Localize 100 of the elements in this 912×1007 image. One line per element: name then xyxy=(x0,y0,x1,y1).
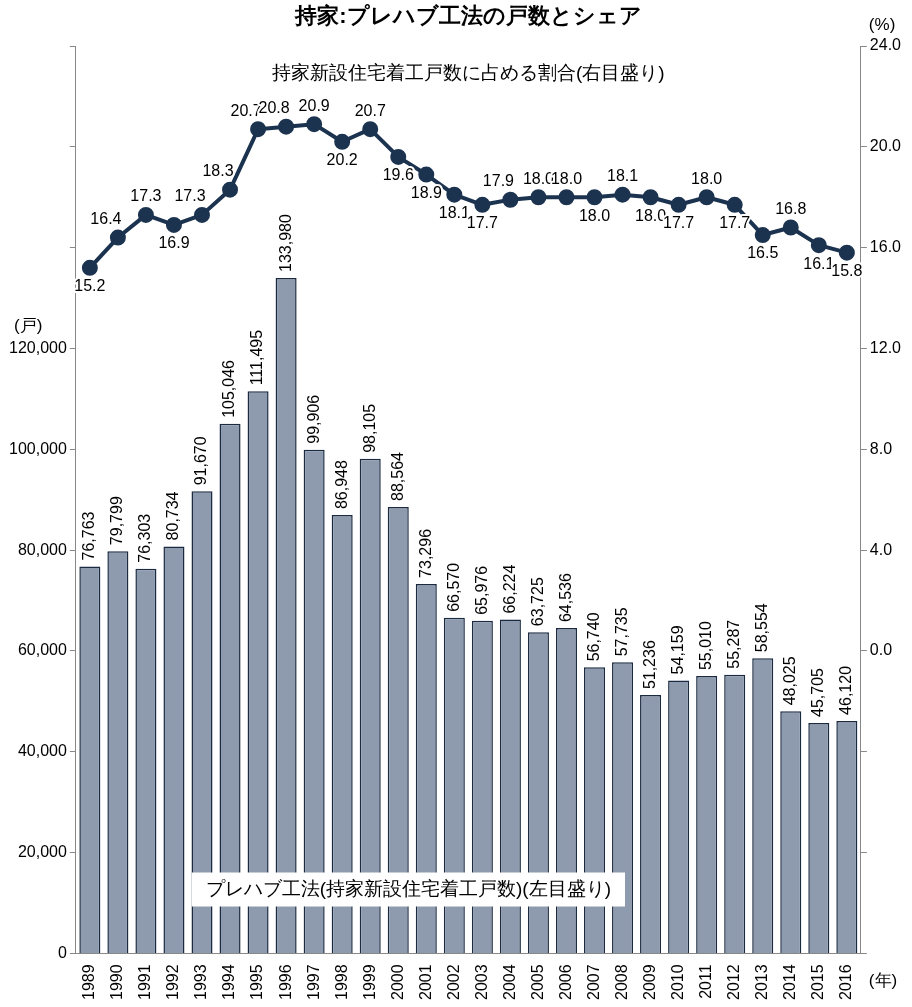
data-label: 19.6 xyxy=(382,166,414,184)
data-label: 55,010 xyxy=(697,621,715,671)
y2-tick-label: 0.0 xyxy=(869,641,893,659)
x-tick-label: 1994 xyxy=(220,964,238,1000)
data-label: 51,236 xyxy=(640,640,658,690)
x-tick-label: 2013 xyxy=(753,964,771,1000)
point xyxy=(222,181,239,198)
point xyxy=(81,259,98,276)
annotation: 持家新設住宅着工戸数に占める割合(右目盛り) xyxy=(272,62,665,84)
point xyxy=(558,189,575,206)
point xyxy=(278,118,295,135)
x-tick-label: 1992 xyxy=(164,964,182,1000)
x-tick-label: 2000 xyxy=(388,964,406,1000)
x-tick-label: 2010 xyxy=(669,964,687,1000)
y-tick-label: 60,000 xyxy=(17,641,67,659)
data-label: 73,296 xyxy=(416,528,434,578)
y-tick-label: 120,000 xyxy=(8,338,67,356)
y-axis-title: (戸) xyxy=(14,315,43,335)
data-label: 105,046 xyxy=(220,359,238,418)
data-label: 98,105 xyxy=(360,403,378,453)
data-label: 46,120 xyxy=(837,665,855,715)
x-tick-label: 2009 xyxy=(640,964,658,1000)
data-label: 18.9 xyxy=(410,183,442,201)
x-tick-label: 2006 xyxy=(556,964,574,1000)
data-label: 16.8 xyxy=(775,199,807,217)
data-label: 76,303 xyxy=(136,513,154,563)
x-tick-label: 2001 xyxy=(416,964,434,1000)
data-label: 20.9 xyxy=(298,96,330,114)
point xyxy=(306,116,323,133)
point xyxy=(782,219,799,236)
y2-tick-label: 16.0 xyxy=(869,238,902,256)
point xyxy=(137,206,154,223)
data-label: 18.1 xyxy=(606,167,639,185)
x-tick-label: 1989 xyxy=(80,964,98,1000)
y-tick-label: 40,000 xyxy=(17,742,67,760)
point xyxy=(838,244,855,261)
data-label: 16.4 xyxy=(90,209,122,227)
point xyxy=(390,148,407,165)
data-label: 57,735 xyxy=(612,607,630,657)
chart-title: 持家:プレハブ工法の戸数とシェア xyxy=(294,3,642,29)
data-label: 18.3 xyxy=(202,162,234,180)
point xyxy=(530,189,547,206)
x-tick-label: 2005 xyxy=(528,964,546,1000)
x-tick-label: 2004 xyxy=(500,964,518,1000)
data-label: 17.3 xyxy=(174,187,206,205)
data-label: 45,705 xyxy=(809,667,827,717)
point xyxy=(614,186,631,203)
y-tick-label: 100,000 xyxy=(8,439,67,457)
point xyxy=(474,196,491,213)
x-tick-label: 2014 xyxy=(781,964,799,1000)
data-label: 17.7 xyxy=(466,214,499,232)
data-label: 65,976 xyxy=(472,565,490,615)
point xyxy=(726,196,743,213)
data-label: 17.3 xyxy=(130,187,162,205)
x-tick-label: 1993 xyxy=(192,964,210,1000)
point xyxy=(362,121,379,138)
point xyxy=(586,189,603,206)
data-label: 20.7 xyxy=(354,101,386,119)
data-label: 133,980 xyxy=(276,214,294,272)
point xyxy=(810,237,827,254)
data-label: 64,536 xyxy=(556,573,574,623)
data-label: 63,725 xyxy=(528,577,546,627)
point xyxy=(642,189,659,206)
data-label: 55,287 xyxy=(725,619,743,669)
x-tick-label: 2016 xyxy=(837,964,855,1000)
data-label: 54,159 xyxy=(669,625,687,675)
y-tick-label: 0 xyxy=(57,943,67,961)
point xyxy=(446,186,463,203)
point xyxy=(698,189,715,206)
x-tick-label: 1996 xyxy=(276,964,294,1000)
point xyxy=(250,121,267,138)
x-tick-label: 2015 xyxy=(809,964,827,1000)
y-tick-label: 20,000 xyxy=(17,842,67,860)
data-label: 88,564 xyxy=(388,451,406,501)
point xyxy=(109,229,126,246)
x-tick-label: 2003 xyxy=(472,964,490,1000)
y-tick-label: 80,000 xyxy=(17,540,67,558)
data-label: 56,740 xyxy=(584,612,602,662)
x-tick-label: 1997 xyxy=(304,964,322,1000)
x-tick-label: 1991 xyxy=(136,964,154,1000)
y2-tick-label: 8.0 xyxy=(869,439,893,457)
point xyxy=(194,206,210,223)
x-tick-label: 2007 xyxy=(584,964,602,1000)
data-label: 66,570 xyxy=(444,562,462,612)
data-label: 16.9 xyxy=(158,234,190,252)
data-label: 18.0 xyxy=(578,206,611,224)
y2-axis-title: (%) xyxy=(868,15,896,35)
y2-tick-label: 4.0 xyxy=(869,540,893,558)
data-label: 17.7 xyxy=(719,214,751,232)
data-label: 18.0 xyxy=(691,169,723,187)
data-label: 80,734 xyxy=(164,491,182,541)
point xyxy=(502,191,519,208)
y2-tick-label: 20.0 xyxy=(869,137,902,155)
point xyxy=(754,227,771,244)
point xyxy=(418,166,435,183)
x-tick-label: 1990 xyxy=(108,964,126,1000)
data-label: 76,763 xyxy=(80,511,98,561)
x-tick-label: 1998 xyxy=(332,964,350,1000)
x-tick-label: 2012 xyxy=(725,964,743,1000)
data-label: 17.9 xyxy=(482,172,515,190)
